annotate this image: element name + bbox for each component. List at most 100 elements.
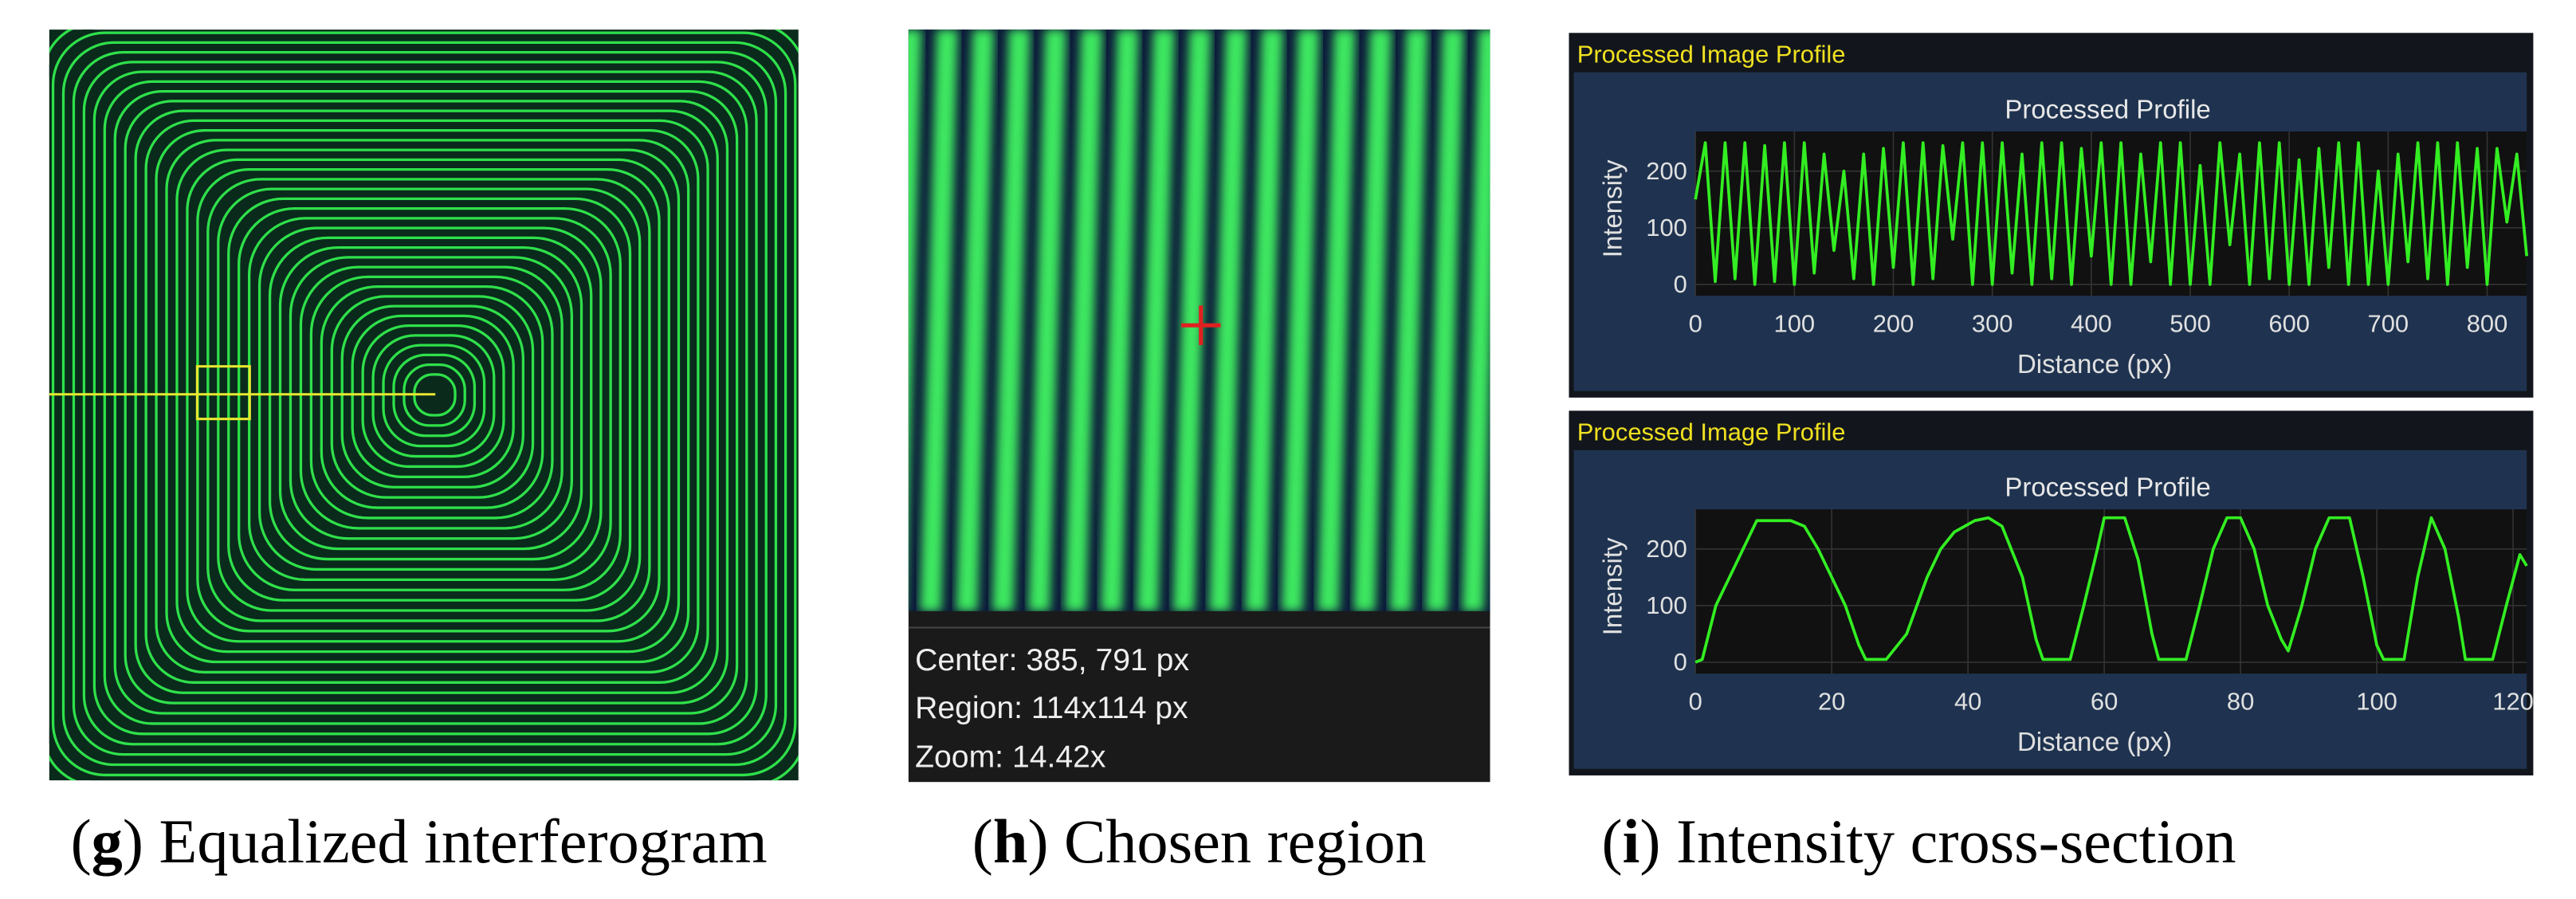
fringe [268,236,593,561]
fringe [57,36,792,771]
x-tick-label: 800 [2467,309,2508,337]
x-tick-label: 20 [1818,687,1845,715]
fringe [273,241,588,555]
x-tick-label: 200 [1873,309,1914,337]
fringe [72,51,778,756]
fringe [149,124,705,679]
fringe [108,84,744,720]
fringe [159,134,695,669]
fringe [340,304,525,489]
y-axis-label: Intensity [1597,537,1627,635]
plot-area [1695,509,2527,674]
fringe [284,251,579,545]
fringe [186,158,670,643]
y-tick-label: 200 [1646,157,1687,185]
fringe [217,187,642,612]
fringe [1137,29,1175,611]
fringe [134,109,719,694]
fringe [1462,29,1490,611]
caption-text: Intensity cross-section [1676,807,2236,876]
fringe [325,290,540,504]
y-tick-label: 0 [1674,648,1687,676]
profile-line [1694,516,2528,664]
fringe [351,314,515,479]
fringe [61,41,787,767]
x-tick-label: 600 [2268,309,2310,337]
fringe [361,324,505,469]
y-tick-label: 0 [1674,270,1687,298]
fringe [278,245,583,551]
y-axis-label: Intensity [1597,159,1627,257]
caption-text: Equalized interferogram [159,807,767,876]
fringe [103,80,748,725]
fringe [382,344,486,448]
caption-letter: i [1623,807,1640,876]
x-tick-label: 0 [1689,309,1702,337]
fringe [98,75,753,731]
x-tick-label: 100 [2356,687,2397,715]
fringe [376,339,491,453]
fringe [346,309,520,484]
fringe [175,148,681,654]
info-text: Region: 114x114 px [915,691,1188,725]
fringe [211,183,646,618]
x-tick-label: 700 [2368,309,2409,337]
fringe [242,212,617,587]
fringe [371,334,496,458]
fringe [170,143,685,658]
x-tick-label: 40 [1954,687,1981,715]
fringe [1028,29,1066,611]
fringe [124,100,729,705]
fringe [92,70,758,736]
y-tick-label: 100 [1646,591,1687,619]
window-title: Processed Image Profile [1577,40,1846,68]
info-text: Zoom: 14.42x [915,740,1106,775]
fringe [366,329,501,463]
y-tick-label: 200 [1646,535,1687,563]
y-tick-label: 100 [1646,214,1687,241]
fringe [356,319,510,473]
x-tick-label: 300 [1972,309,2013,337]
fringe [144,119,709,684]
fringe [1281,29,1320,611]
x-tick-label: 500 [2170,309,2211,337]
chart-title: Processed Profile [2005,473,2210,502]
fringe [908,29,922,495]
fringe [155,128,700,674]
x-tick-label: 60 [2091,687,2118,715]
profile-line [1694,141,2529,286]
fringe [51,31,797,777]
fringe [320,285,544,509]
fringe [129,104,724,700]
fringe [956,29,995,611]
x-axis-label: Distance (px) [2017,349,2172,379]
caption: (g) Equalized interferogram [71,807,768,876]
fringe [238,206,622,591]
fringe [113,89,739,715]
fringe [1101,29,1139,611]
fringe [992,29,1031,611]
fringe [180,153,676,648]
fringe [253,222,607,576]
fringe [67,45,783,761]
fringe [263,231,598,566]
fringe [1389,29,1428,611]
fringe [190,163,666,638]
info-text: Center: 385, 791 px [915,643,1189,677]
fringe [1317,29,1356,611]
caption-letter: g [92,807,123,876]
fringe [88,65,763,740]
fringe [201,173,656,628]
caption-text: Chosen region [1064,807,1427,876]
window-title: Processed Image Profile [1577,418,1846,446]
fringe [315,280,549,515]
fringe [77,56,772,751]
fringe [257,226,603,571]
fringe [165,139,690,664]
fringe [299,265,564,530]
fringe [309,275,554,520]
fringe [1245,29,1283,611]
fringe [1353,29,1392,611]
region-box [195,365,251,421]
